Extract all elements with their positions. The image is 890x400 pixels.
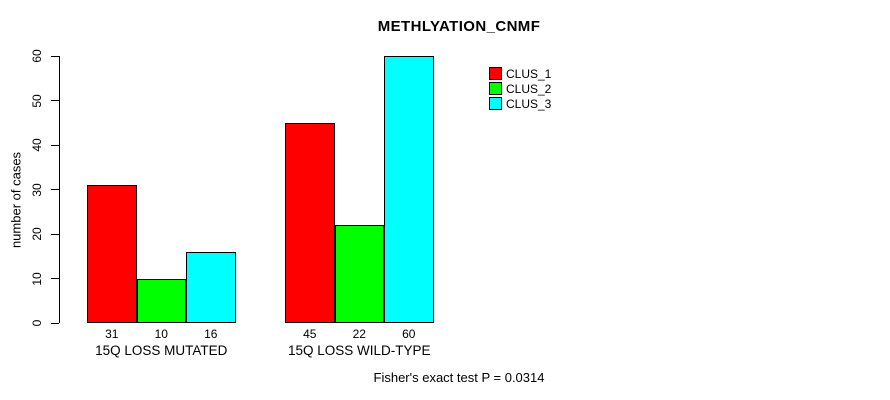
bar-clus_1 (285, 122, 335, 323)
y-tick (51, 55, 59, 57)
y-tick-label: 10 (30, 271, 44, 286)
bar-clus_3 (186, 251, 236, 323)
y-tick-label: 30 (30, 182, 44, 197)
bar-clus_2 (136, 278, 186, 323)
y-tick-label: 40 (30, 138, 44, 152)
y-tick-label: 0 (30, 319, 44, 327)
y-tick (51, 278, 59, 279)
bar-value-label: 60 (402, 327, 416, 341)
legend-swatch (489, 67, 502, 80)
legend-label: CLUS_1 (506, 66, 552, 81)
y-tick (51, 100, 59, 101)
y-tick (51, 189, 59, 190)
group-label: 15Q LOSS MUTATED (95, 343, 228, 358)
legend-row: CLUS_2 (489, 81, 551, 96)
bar-value-label: 10 (154, 327, 168, 341)
y-axis-line (59, 56, 60, 323)
y-tick (51, 322, 59, 324)
legend-label: CLUS_2 (506, 81, 552, 96)
bar-clus_3 (384, 56, 434, 323)
legend-swatch (489, 82, 502, 95)
stat-annotation: Fisher's exact test P = 0.0314 (373, 370, 545, 385)
y-tick-label: 50 (30, 93, 44, 108)
bar-clus_2 (334, 225, 384, 323)
bar-value-label: 22 (352, 327, 366, 341)
y-tick (51, 233, 59, 235)
group-label: 15Q LOSS WILD-TYPE (287, 343, 431, 358)
y-tick-label: 60 (30, 49, 44, 63)
legend-row: CLUS_3 (489, 96, 551, 111)
bar-value-label: 45 (303, 327, 317, 341)
legend-swatch (489, 97, 502, 110)
bar-value-label: 16 (204, 327, 218, 341)
legend-row: CLUS_1 (489, 66, 551, 81)
legend-label: CLUS_3 (506, 96, 552, 111)
legend: CLUS_1 CLUS_2 CLUS_3 (489, 66, 551, 111)
bar-clus_1 (87, 185, 137, 323)
y-tick-label: 20 (30, 227, 44, 241)
bar-value-label: 31 (105, 327, 119, 341)
chart-title: METHLYATION_CNMF (377, 18, 541, 35)
y-tick (51, 144, 59, 146)
